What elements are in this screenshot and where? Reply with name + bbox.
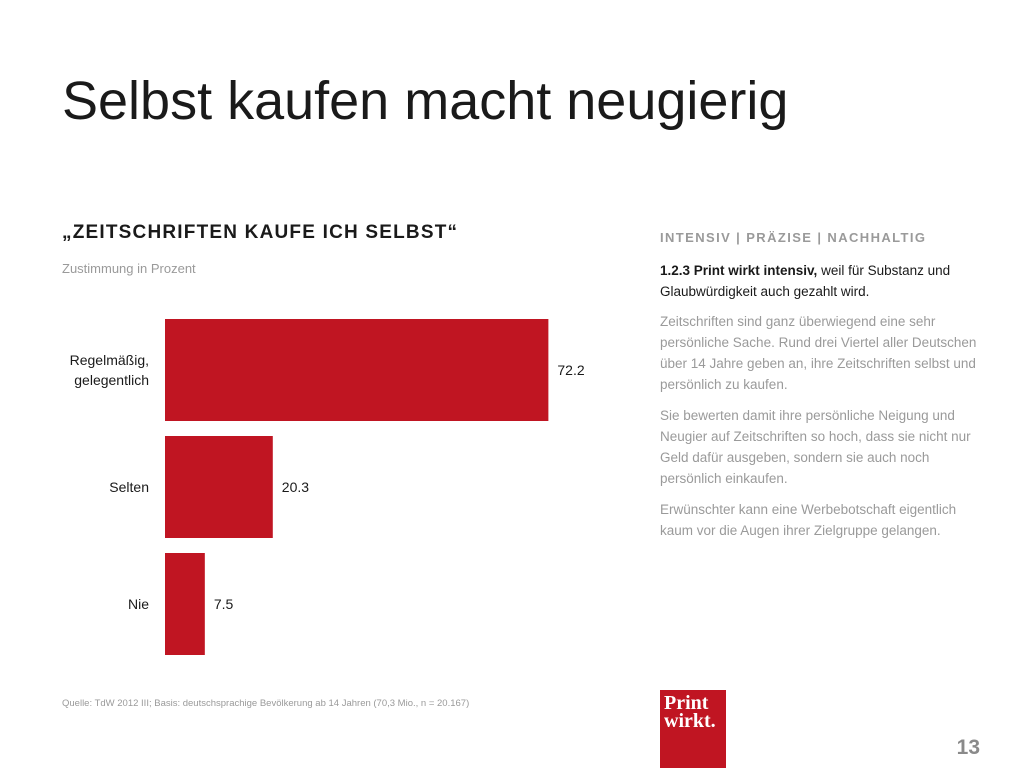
logo-line-1: Print — [664, 692, 709, 714]
value-label-1: 72.2 — [557, 362, 584, 378]
sidebar-paragraph-1: Zeitschriften sind ganz überwiegend eine… — [660, 314, 977, 392]
value-label-3: 7.5 — [214, 596, 234, 612]
value-label-2: 20.3 — [282, 479, 309, 495]
sidebar-paragraph-3: Erwünschter kann eine Werbebotschaft eig… — [660, 502, 957, 538]
chart-subtitle: Zustimmung in Prozent — [62, 261, 196, 276]
sidebar-lead-rest: weil für Substanz und Glaubwürdigkeit au… — [660, 263, 951, 299]
sidebar-lead-bold: 1.2.3 Print wirkt intensiv, — [660, 263, 818, 278]
bar-3 — [165, 553, 205, 655]
print-wirkt-logo: Print wirkt. — [660, 690, 726, 768]
sidebar-paragraph-2: Sie bewerten damit ihre persönliche Neig… — [660, 408, 971, 486]
page-number: 13 — [956, 736, 980, 759]
logo-line-2: wirkt. — [664, 710, 716, 732]
bar-chart: 72.2 Regelmäßig, gelegentlich 20.3 Selten 7.5… — [70, 319, 585, 655]
category-label-3: Nie — [128, 596, 149, 612]
category-label-1: Regelmäßig, gelegentlich — [70, 352, 149, 388]
bar-2 — [165, 436, 273, 538]
slide-title: Selbst kaufen macht neugierig — [62, 71, 789, 131]
chart-title: „ZEITSCHRIFTEN KAUFE ICH SELBST“ — [62, 222, 459, 243]
source-note: Quelle: TdW 2012 III; Basis: deutschspra… — [62, 698, 470, 709]
bar-1 — [165, 319, 549, 421]
sidebar-lead: 1.2.3 Print wirkt intensiv, weil für Sub… — [660, 260, 986, 302]
sidebar-heading: INTENSIV | PRÄZISE | NACHHALTIG — [660, 230, 927, 245]
category-label-2: Selten — [109, 479, 149, 495]
